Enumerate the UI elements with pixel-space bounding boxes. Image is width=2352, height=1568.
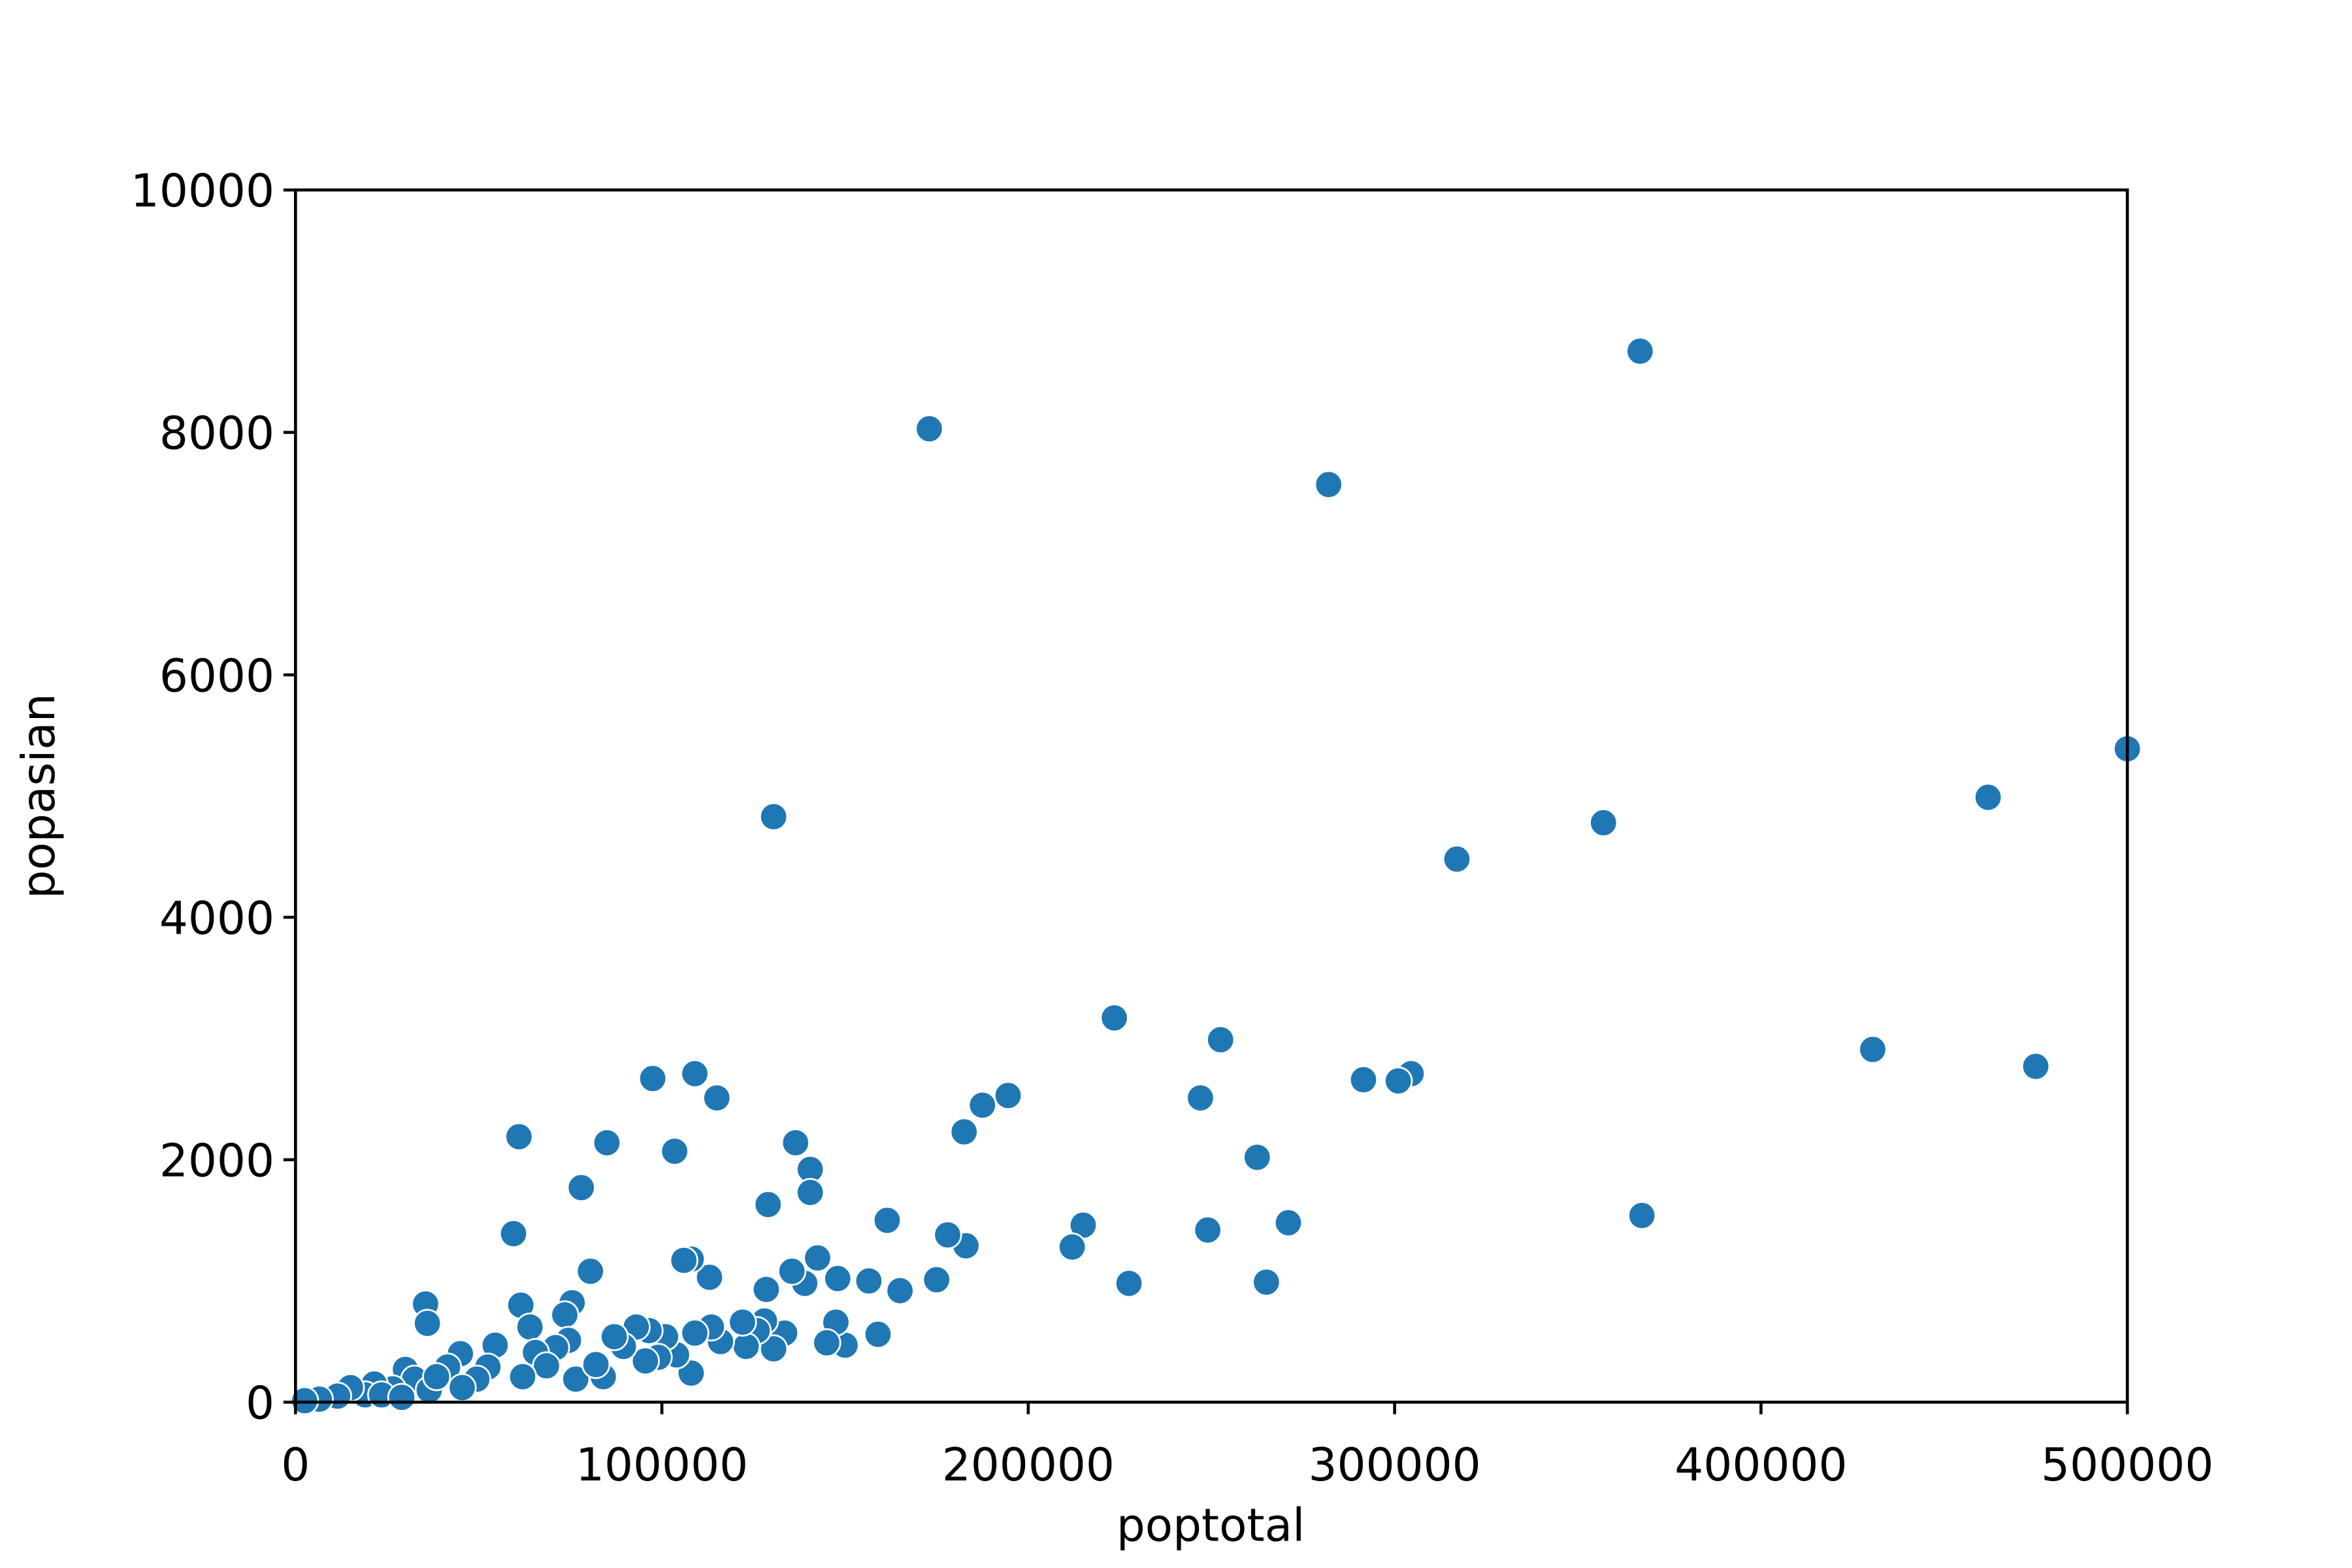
point [550, 1300, 580, 1330]
y-axis-label: popasian [13, 693, 65, 898]
y-tick-label: 6000 [159, 650, 274, 702]
x-tick-label: 400000 [1674, 1439, 1847, 1492]
point [803, 1243, 832, 1273]
point [1273, 1208, 1303, 1237]
point [993, 1081, 1023, 1110]
point [1100, 1003, 1129, 1033]
y-tick-label: 0 [246, 1378, 274, 1430]
point [592, 1128, 622, 1158]
point [1193, 1215, 1222, 1245]
point [1114, 1269, 1144, 1298]
x-tick-label: 500000 [2041, 1439, 2213, 1492]
point [949, 1117, 979, 1147]
point [751, 1275, 781, 1304]
y-tick-label: 2000 [159, 1135, 274, 1187]
point [566, 1173, 596, 1202]
point [576, 1256, 605, 1286]
point [581, 1350, 611, 1379]
point [1057, 1232, 1087, 1262]
point [508, 1362, 538, 1392]
point [1243, 1143, 1272, 1172]
point [1384, 1066, 1413, 1096]
y-tick-label: 4000 [159, 892, 274, 945]
point [968, 1090, 997, 1120]
point [759, 802, 789, 832]
point [630, 1346, 660, 1376]
point [823, 1264, 853, 1294]
point [1252, 1267, 1281, 1297]
point [933, 1220, 962, 1250]
point [1314, 470, 1343, 499]
point [1625, 336, 1655, 366]
point [498, 1219, 529, 1249]
point [854, 1266, 884, 1296]
point [1858, 1035, 1887, 1064]
point [796, 1178, 825, 1207]
point [1206, 1025, 1235, 1054]
point [694, 1262, 725, 1292]
point [504, 1122, 534, 1151]
x-tick-label: 300000 [1308, 1439, 1480, 1492]
point [1186, 1083, 1215, 1113]
point [422, 1362, 451, 1392]
point [731, 1331, 761, 1361]
point [753, 1190, 783, 1219]
point [781, 1128, 810, 1158]
point [2021, 1052, 2051, 1081]
x-axis-label: poptotal [1117, 1499, 1305, 1552]
point [1442, 844, 1472, 874]
point [387, 1382, 417, 1412]
point [1589, 808, 1618, 838]
point [915, 414, 944, 444]
point [600, 1322, 629, 1352]
point [1627, 1201, 1657, 1230]
point [515, 1312, 545, 1342]
point [863, 1320, 893, 1349]
point [669, 1245, 698, 1275]
point [638, 1064, 668, 1093]
point [532, 1351, 561, 1380]
point [812, 1328, 841, 1358]
axes-frame [293, 188, 2129, 1404]
point [680, 1059, 710, 1088]
x-tick-label: 0 [281, 1439, 310, 1492]
point [728, 1307, 757, 1337]
point [1348, 1065, 1379, 1094]
point [777, 1256, 807, 1286]
point [561, 1364, 591, 1394]
point [872, 1205, 902, 1235]
x-tick-label: 100000 [576, 1439, 748, 1492]
y-tick-label: 8000 [159, 408, 274, 460]
point [660, 1136, 689, 1166]
point [448, 1373, 477, 1403]
x-tick-label: 200000 [942, 1439, 1115, 1492]
y-tick-label: 10000 [131, 165, 274, 218]
point [1973, 783, 2003, 812]
point [702, 1083, 732, 1113]
point [885, 1276, 915, 1305]
point [680, 1318, 710, 1348]
point [922, 1265, 951, 1294]
point [413, 1309, 442, 1338]
plot-area [290, 336, 2142, 1416]
